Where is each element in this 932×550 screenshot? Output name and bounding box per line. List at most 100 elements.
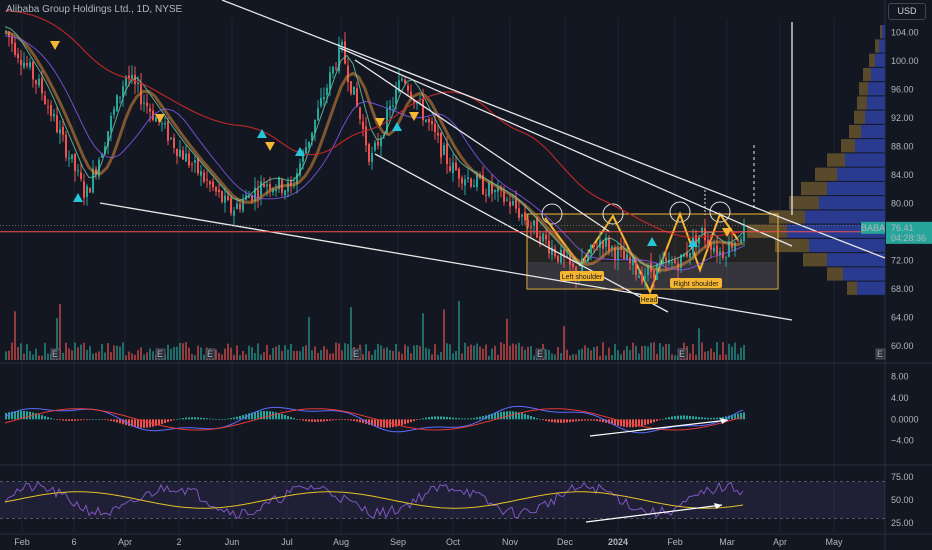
buy-signal: [257, 129, 267, 138]
macd-hist: [71, 419, 73, 421]
buy-signal: [688, 238, 698, 247]
volume-bar: [440, 352, 442, 360]
macd-hist: [188, 417, 190, 420]
volume-bar: [287, 349, 289, 360]
candle-body: [407, 85, 409, 91]
earnings-marker: [155, 348, 166, 360]
macd-hist: [626, 419, 628, 428]
macd-hist: [212, 418, 214, 420]
candle-body: [434, 123, 436, 133]
profile-bar-down: [789, 196, 819, 210]
inner-trendline: [354, 59, 611, 233]
candle-body: [212, 181, 214, 188]
volume-bar: [44, 342, 46, 360]
candle-body: [356, 88, 358, 107]
macd-hist: [650, 419, 652, 424]
volume-bar: [629, 350, 631, 360]
currency-button[interactable]: USD: [888, 3, 926, 20]
earnings-marker-label: E: [679, 349, 685, 359]
buy-signal: [73, 193, 83, 202]
volume-bar: [281, 351, 283, 360]
macd-hist: [203, 417, 205, 420]
volume-bar: [98, 351, 100, 360]
candle-body: [353, 86, 355, 95]
candle-body: [248, 195, 250, 199]
right-shoulder-tag-label: Right shoulder: [673, 281, 719, 288]
macd-hist: [284, 414, 286, 420]
macd-hist: [185, 417, 187, 420]
profile-bar-down: [875, 39, 879, 53]
macd-hist: [554, 419, 556, 423]
volume-bar: [329, 353, 331, 360]
volume-bar: [344, 343, 346, 360]
macd-hist: [704, 417, 706, 420]
volume-bar: [323, 346, 325, 360]
volume-bar: [167, 344, 169, 360]
macd-hist: [641, 419, 643, 426]
candle-body: [290, 180, 292, 186]
volume-bar: [719, 354, 721, 360]
candle-body: [698, 235, 700, 244]
macd-hist: [533, 417, 535, 420]
macd-hist: [197, 417, 199, 420]
volume-bar: [230, 347, 232, 360]
volume-bar: [215, 349, 217, 360]
macd-hist: [740, 412, 742, 420]
sell-signal: [155, 114, 165, 123]
volume-bar: [68, 348, 70, 360]
volume-bar: [713, 352, 715, 360]
volume-bar: [422, 313, 424, 360]
candle-body: [203, 172, 205, 182]
candle-body: [401, 78, 403, 81]
volume-bar: [338, 343, 340, 360]
profile-bar-up: [855, 139, 885, 153]
macd-hist: [668, 417, 670, 420]
candle-body: [161, 123, 163, 125]
macd-tick-label: −4.00: [891, 436, 914, 446]
macd-hist: [464, 418, 466, 420]
candle-body: [299, 163, 301, 176]
candle-body: [530, 226, 532, 228]
symbol-title: Alibaba Group Holdings Ltd., 1D, NYSE: [6, 4, 183, 15]
volume-bar: [311, 350, 313, 360]
candle-body: [26, 63, 28, 66]
candle-body: [644, 275, 646, 280]
macd-hist: [494, 413, 496, 420]
candle-body: [107, 131, 109, 147]
earnings-marker-label: E: [877, 349, 883, 359]
candle-body: [350, 81, 352, 94]
candle-body: [455, 162, 457, 170]
price-tag-countdown: 04:28:36: [891, 233, 926, 243]
time-tick-label: Apr: [118, 537, 132, 547]
time-tick-label: May: [825, 537, 843, 547]
volume-bar: [308, 317, 310, 360]
macd-hist: [584, 419, 586, 421]
head-tag-label: Head: [641, 297, 658, 304]
volume-bar: [473, 345, 475, 360]
macd-hist: [347, 419, 349, 421]
earnings-marker: [205, 348, 216, 360]
candle-body: [728, 241, 730, 257]
macd-hist: [317, 419, 319, 422]
candle-body: [476, 174, 478, 188]
macd-hist: [608, 419, 610, 424]
macd-hist: [737, 413, 739, 420]
macd-hist: [449, 417, 451, 420]
macd-hist: [26, 411, 28, 420]
macd-hist: [83, 419, 85, 420]
volume-bar: [32, 354, 34, 360]
macd-hist: [311, 419, 313, 422]
candle-body: [302, 151, 304, 162]
candle-body: [737, 239, 739, 241]
volume-bar: [140, 347, 142, 360]
macd-hist: [299, 419, 301, 420]
profile-bar-up: [809, 238, 885, 253]
candle-body: [515, 199, 517, 209]
candle-body: [341, 41, 343, 45]
macd-hist: [359, 419, 361, 423]
macd-hist: [572, 419, 574, 422]
volume-bar: [335, 342, 337, 360]
candle-body: [482, 175, 484, 195]
candle-body: [263, 184, 265, 188]
